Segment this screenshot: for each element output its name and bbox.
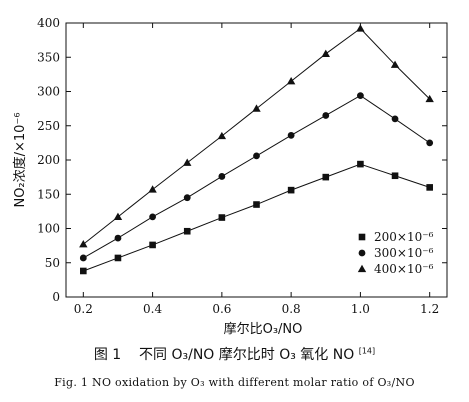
data-point bbox=[391, 115, 399, 123]
figure-caption-chinese: 图 1 不同 O₃/NO 摩尔比时 O₃ 氧化 NO [14] bbox=[0, 344, 469, 364]
legend-label: 200×10⁻⁶ bbox=[374, 230, 434, 244]
data-point bbox=[218, 173, 226, 180]
y-tick-label: 250 bbox=[37, 119, 60, 133]
y-tick-label: 350 bbox=[37, 50, 60, 64]
data-point bbox=[80, 267, 87, 275]
x-tick-label: 0.8 bbox=[282, 302, 301, 316]
legend: 200×10⁻⁶ 300×10⁻⁶ 400×10⁻⁶ bbox=[357, 230, 434, 276]
data-point bbox=[357, 160, 364, 168]
data-point bbox=[183, 158, 192, 166]
data-point bbox=[356, 24, 365, 32]
data-point bbox=[287, 131, 295, 139]
data-point bbox=[322, 112, 330, 119]
data-point bbox=[426, 184, 433, 191]
data-point bbox=[426, 139, 434, 147]
data-point bbox=[391, 172, 399, 180]
series-line bbox=[83, 27, 431, 245]
x-tick-label: 1.2 bbox=[420, 302, 439, 316]
data-point bbox=[252, 104, 261, 112]
data-point bbox=[322, 173, 330, 181]
legend-marker bbox=[358, 233, 366, 241]
x-tick-label: 0.2 bbox=[74, 302, 93, 316]
figure-caption-english: Fig. 1 NO oxidation by O₃ with different… bbox=[54, 376, 415, 389]
data-point bbox=[79, 254, 87, 262]
y-axis-title: NO₂浓度/×10⁻⁶ bbox=[12, 112, 28, 207]
y-tick-label: 200 bbox=[37, 153, 60, 167]
x-tick-label: 0.6 bbox=[212, 302, 231, 316]
data-point bbox=[149, 241, 156, 249]
x-tick-label: 1.0 bbox=[351, 302, 370, 316]
legend-label: 300×10⁻⁶ bbox=[374, 246, 434, 260]
data-point bbox=[113, 212, 123, 221]
x-axis-ticks: 0.2 0.4 0.6 0.8 1.0 1.2 bbox=[74, 23, 439, 316]
data-point bbox=[218, 214, 226, 221]
data-point bbox=[253, 152, 260, 160]
series-1 bbox=[80, 160, 433, 275]
legend-label: 400×10⁻⁶ bbox=[374, 262, 434, 276]
chart: 0.2 0.4 0.6 0.8 1.0 1.2 0 50 100 150 200 250 300 350… bbox=[12, 16, 448, 337]
figure-title: 不同 O₃/NO 摩尔比时 O₃ 氧化 NO bbox=[139, 347, 355, 363]
x-axis-title: 摩尔比O₃/NO bbox=[224, 321, 303, 337]
data-point bbox=[287, 186, 295, 194]
data-point bbox=[253, 201, 260, 208]
data-point bbox=[425, 94, 434, 103]
legend-marker bbox=[357, 264, 367, 273]
figure-reference: [14] bbox=[358, 346, 376, 356]
data-point bbox=[390, 60, 400, 68]
series-2 bbox=[79, 92, 434, 262]
data-point bbox=[357, 92, 364, 100]
data-point bbox=[148, 185, 157, 193]
data-point bbox=[321, 49, 330, 57]
y-tick-label: 400 bbox=[37, 16, 60, 30]
y-tick-label: 100 bbox=[37, 222, 60, 236]
y-tick-label: 0 bbox=[52, 290, 60, 304]
y-tick-label: 150 bbox=[37, 187, 60, 201]
data-point bbox=[183, 227, 191, 235]
series-3 bbox=[79, 24, 434, 248]
data-point bbox=[286, 77, 296, 85]
series-layer bbox=[79, 24, 434, 275]
y-axis-ticks: 0 50 100 150 200 250 300 350 400 bbox=[37, 16, 447, 304]
data-point bbox=[114, 234, 122, 242]
x-tick-label: 0.4 bbox=[143, 302, 162, 316]
data-point bbox=[183, 194, 191, 202]
data-point bbox=[114, 254, 122, 262]
data-point bbox=[149, 213, 156, 221]
y-tick-label: 50 bbox=[45, 256, 60, 270]
figure-number: 图 1 bbox=[93, 347, 122, 363]
legend-marker bbox=[358, 249, 366, 257]
data-point bbox=[79, 240, 88, 248]
data-point bbox=[217, 131, 227, 140]
y-tick-label: 300 bbox=[37, 85, 60, 99]
